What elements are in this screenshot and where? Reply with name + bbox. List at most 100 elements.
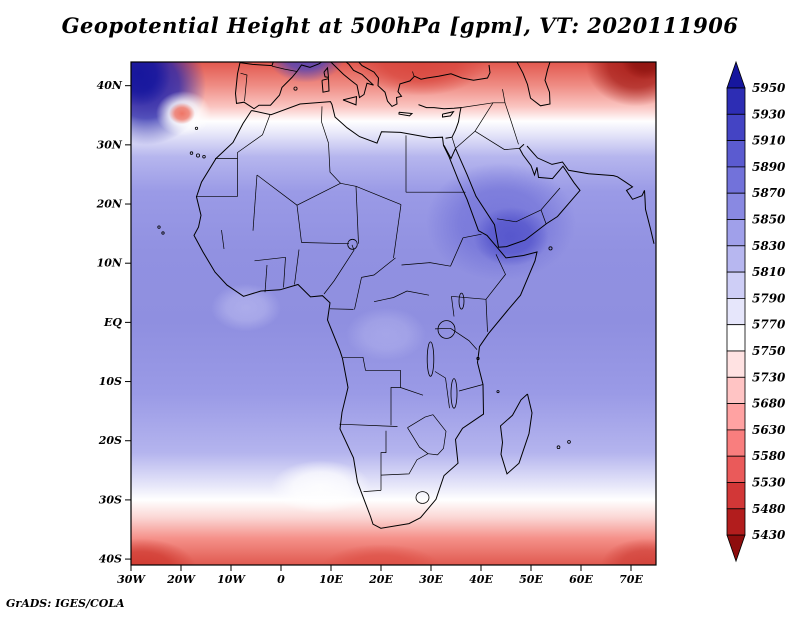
- coastline: [443, 145, 456, 160]
- country-border: [445, 377, 450, 409]
- lake-outline: [347, 238, 358, 250]
- colorbar-segment: [726, 245, 746, 273]
- country-border: [264, 264, 268, 293]
- country-border: [450, 237, 464, 267]
- colorbar-segment: [726, 376, 746, 404]
- lat-tick-label: 40S: [99, 553, 122, 566]
- country-border: [434, 327, 451, 330]
- lake-outline: [458, 292, 465, 310]
- island-outline: [194, 126, 199, 130]
- country-border: [339, 423, 398, 427]
- country-border: [294, 249, 300, 285]
- colorbar-segment: [726, 166, 746, 194]
- lat-tick-label: 20S: [98, 434, 122, 447]
- colorbar-level-label: 5810: [752, 265, 786, 279]
- country-border: [407, 427, 429, 454]
- country-border: [252, 174, 258, 231]
- country-border: [485, 254, 506, 300]
- island-outline: [476, 356, 480, 361]
- colorbar-segment: [726, 324, 746, 352]
- field-feature-equatorial-pale-patch-west: [211, 283, 281, 332]
- colorbar-level-label: 5790: [752, 291, 786, 305]
- country-border: [321, 106, 329, 144]
- country-border: [380, 453, 438, 476]
- country-border: [450, 328, 478, 350]
- coastline: [234, 62, 323, 110]
- colorbar-segment: [726, 113, 746, 142]
- colorbar-segment: [726, 455, 746, 483]
- country-border: [355, 186, 359, 244]
- island-outline: [157, 225, 161, 229]
- coastline: [499, 393, 533, 475]
- colorbar-segment: [726, 482, 746, 510]
- country-border: [412, 71, 415, 77]
- lon-tick-label: 30E: [419, 573, 443, 586]
- country-border: [458, 384, 484, 392]
- island-outline: [496, 390, 500, 394]
- country-border: [432, 414, 447, 456]
- country-border: [373, 290, 430, 303]
- colorbar-top-arrow: [726, 60, 746, 89]
- lake-outline: [450, 378, 458, 409]
- country-border: [400, 387, 424, 396]
- field-feature-atlantic-trough-core: [131, 62, 171, 107]
- colorbar-level-label: 5580: [752, 449, 786, 463]
- colorbar-level-label: 5630: [752, 423, 786, 437]
- island-outline: [189, 151, 194, 155]
- colorbar-level-label: 5870: [752, 186, 786, 200]
- country-border: [380, 430, 387, 491]
- plot-title: Geopotential Height at 500hPa [gpm], VT:…: [61, 13, 739, 38]
- country-border: [540, 187, 561, 211]
- country-border: [363, 490, 382, 492]
- country-border: [401, 262, 451, 267]
- coastline: [239, 62, 274, 67]
- field-feature-southwest-deep-red: [131, 538, 196, 565]
- colorbar-segment: [726, 429, 746, 457]
- lon-tick-label: 70E: [619, 573, 643, 586]
- island-outline: [567, 440, 571, 444]
- lon-tick-label: 10E: [319, 573, 343, 586]
- country-border: [540, 209, 547, 224]
- colorbar-level-label: 5430: [752, 528, 786, 542]
- colorbar-level-label: 5480: [752, 502, 786, 516]
- country-border: [196, 114, 271, 197]
- country-border: [455, 130, 476, 149]
- colorbar: 5950 5930 5910 5890 5870 5850 5830 5810 5790 5770…: [726, 60, 786, 563]
- lake-outline: [415, 491, 430, 504]
- country-border: [451, 137, 456, 149]
- colorbar-level-label: 5680: [752, 397, 786, 411]
- island-outline: [548, 246, 553, 251]
- lon-tick-label: 60E: [569, 573, 593, 586]
- country-border: [296, 205, 302, 243]
- country-border: [361, 257, 396, 278]
- field-feature-southeast-deep-red: [601, 538, 656, 565]
- coastline: [516, 62, 551, 107]
- lake-outline: [437, 320, 456, 339]
- coastline: [442, 110, 455, 118]
- colorbar-segment: [726, 271, 746, 299]
- field-feature-south-deep-red: [321, 544, 441, 565]
- lon-tick-label: 10W: [217, 573, 246, 586]
- island-outline: [202, 154, 206, 159]
- lon-tick-label: 30W: [117, 573, 146, 586]
- colorbar-segment: [726, 403, 746, 431]
- grads-credit: GrADS: IGES/COLA: [6, 597, 125, 610]
- island-outline: [195, 153, 200, 158]
- lat-tick-label: 30N: [97, 138, 123, 151]
- map-field: [131, 62, 656, 565]
- colorbar-bottom-arrow: [726, 534, 746, 563]
- lon-tick-label: 20W: [166, 573, 196, 586]
- country-border: [407, 414, 434, 428]
- country-border: [271, 65, 298, 72]
- coastline: [455, 143, 581, 248]
- colorbar-level-label: 5530: [752, 476, 786, 490]
- colorbar-segment: [726, 350, 746, 378]
- country-border: [283, 257, 286, 288]
- colorbar-segment: [726, 140, 746, 168]
- coastline: [398, 111, 414, 117]
- country-border: [354, 277, 362, 310]
- lat-tick-label: 10N: [97, 257, 123, 270]
- field-feature-madeira-cutoff-red-core: [169, 102, 195, 125]
